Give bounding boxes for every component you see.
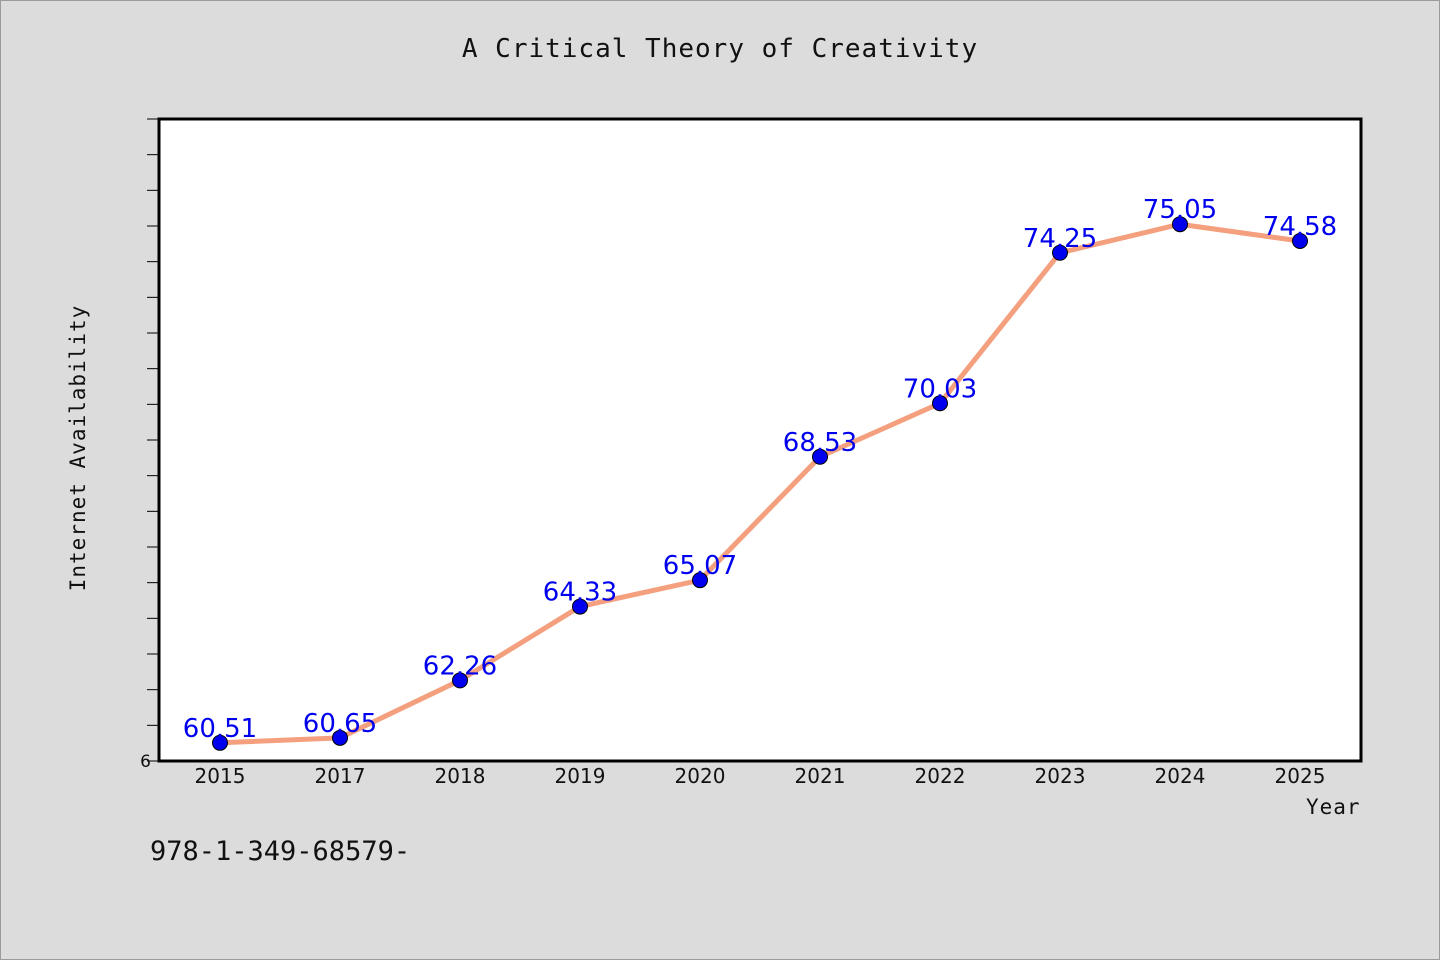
data-labels: 60.51 60.65 62.26 64.33 65.07 68.53 70.03 74.25… xyxy=(183,195,1337,744)
x-tick-label: 2024 xyxy=(1155,764,1206,788)
x-tick-label: 2023 xyxy=(1035,764,1086,788)
plot-area xyxy=(157,117,1363,763)
isbn-footnote: 978-1-349-68579- xyxy=(150,836,411,867)
data-point xyxy=(812,448,828,465)
data-label: 62.26 xyxy=(423,651,497,681)
data-label: 60.65 xyxy=(303,709,377,739)
data-point xyxy=(332,729,348,746)
data-label: 64.33 xyxy=(543,578,617,608)
data-label: 74.25 xyxy=(1023,224,1097,254)
x-tick-label: 2022 xyxy=(915,764,966,788)
data-point xyxy=(1052,244,1068,261)
x-tick-label: 2019 xyxy=(555,764,606,788)
data-label: 70.03 xyxy=(903,374,977,404)
x-tick-label: 2025 xyxy=(1275,764,1326,788)
x-tick-label: 2015 xyxy=(195,764,246,788)
x-tick-label: 2020 xyxy=(675,764,726,788)
data-label: 65.07 xyxy=(663,551,737,581)
x-tick-label: 2018 xyxy=(435,764,486,788)
data-label: 75.05 xyxy=(1143,195,1217,225)
x-tick-label: 2017 xyxy=(315,764,366,788)
data-point xyxy=(1292,232,1308,249)
data-label: 68.53 xyxy=(783,428,857,458)
data-point xyxy=(572,598,588,615)
data-point xyxy=(932,395,948,412)
data-label: 60.51 xyxy=(183,714,257,744)
data-point xyxy=(1172,216,1188,233)
data-series xyxy=(212,216,1308,751)
x-axis-label: Year xyxy=(1306,795,1361,819)
data-point xyxy=(212,734,228,751)
data-label: 74.58 xyxy=(1263,212,1337,242)
x-axis-tick-labels: 2015 2017 2018 2019 2020 2021 2022 2023 2024 2025 xyxy=(195,764,1326,788)
data-point xyxy=(692,572,708,589)
chart-title: A Critical Theory of Creativity xyxy=(461,34,979,64)
y-axis-ticks: 6 xyxy=(140,118,159,772)
data-point xyxy=(452,672,468,689)
y-tick-label: 6 xyxy=(140,752,151,772)
series-line xyxy=(217,221,1303,746)
x-tick-label: 2021 xyxy=(795,764,846,788)
